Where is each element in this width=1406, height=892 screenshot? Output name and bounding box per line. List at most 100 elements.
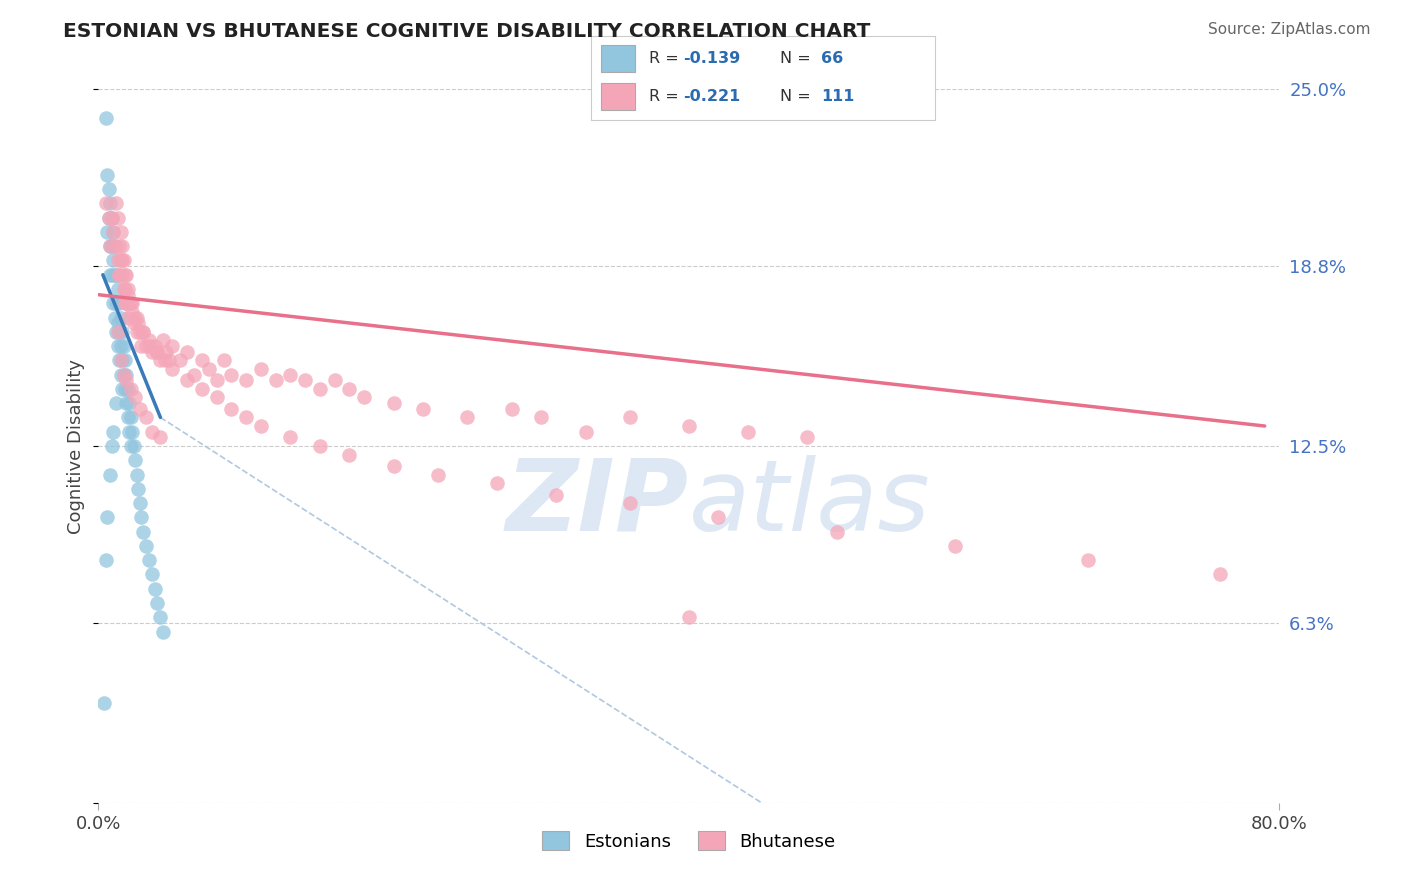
Point: [157, 353, 180, 368]
Text: 66: 66: [821, 51, 844, 66]
FancyBboxPatch shape: [600, 83, 636, 111]
Point: [121, 296, 143, 310]
Point: [93, 696, 115, 710]
Point: [125, 467, 148, 482]
Point: [128, 401, 150, 416]
Point: [98, 467, 121, 482]
Point: [183, 368, 205, 382]
Point: [1209, 567, 1232, 582]
Point: [1077, 553, 1099, 567]
Point: [110, 339, 132, 353]
Point: [132, 325, 155, 339]
Point: [111, 353, 134, 368]
Point: [129, 339, 152, 353]
Point: [146, 344, 169, 359]
Point: [110, 368, 132, 382]
Point: [108, 239, 131, 253]
Text: N =: N =: [780, 89, 815, 104]
Point: [530, 410, 553, 425]
Point: [124, 310, 146, 325]
Point: [135, 410, 157, 425]
Point: [575, 425, 598, 439]
Point: [104, 310, 127, 325]
Point: [98, 239, 121, 253]
Point: [97, 211, 120, 225]
Point: [162, 362, 183, 376]
Point: [110, 310, 132, 325]
Point: [122, 316, 145, 330]
Point: [112, 368, 135, 382]
Point: [111, 253, 134, 268]
Point: [205, 373, 228, 387]
Point: [114, 282, 136, 296]
Point: [146, 344, 169, 359]
Point: [104, 239, 127, 253]
Point: [118, 396, 141, 410]
Point: [97, 211, 120, 225]
Point: [141, 567, 163, 582]
Point: [105, 196, 128, 211]
Point: [221, 401, 243, 416]
Point: [121, 425, 143, 439]
Point: [943, 539, 966, 553]
Point: [103, 225, 125, 239]
Point: [135, 339, 157, 353]
Point: [96, 168, 118, 182]
Point: [132, 325, 155, 339]
Point: [108, 268, 131, 282]
Point: [111, 325, 134, 339]
Point: [176, 373, 198, 387]
Point: [98, 268, 121, 282]
Point: [120, 296, 142, 310]
Point: [108, 325, 131, 339]
Point: [96, 510, 118, 524]
Point: [250, 419, 273, 434]
Point: [103, 296, 125, 310]
Point: [205, 391, 228, 405]
Point: [120, 410, 142, 425]
Point: [143, 582, 166, 596]
Point: [103, 225, 125, 239]
Point: [353, 391, 375, 405]
Point: [221, 368, 243, 382]
Point: [107, 253, 129, 268]
Point: [280, 430, 302, 444]
Point: [114, 353, 136, 368]
Point: [339, 448, 361, 462]
Point: [122, 439, 145, 453]
Point: [112, 253, 135, 268]
Point: [138, 334, 160, 348]
Point: [309, 439, 332, 453]
Point: [111, 268, 134, 282]
Point: [115, 396, 138, 410]
Point: [162, 339, 183, 353]
Point: [117, 310, 139, 325]
Point: [129, 510, 152, 524]
Point: [103, 253, 125, 268]
Point: [108, 268, 131, 282]
Point: [128, 325, 150, 339]
Point: [110, 225, 132, 239]
Point: [105, 325, 128, 339]
Point: [457, 410, 479, 425]
Point: [412, 401, 434, 416]
Point: [501, 401, 523, 416]
Point: [250, 362, 273, 376]
Point: [115, 373, 138, 387]
Point: [155, 344, 177, 359]
Point: [105, 296, 128, 310]
Point: [125, 325, 148, 339]
Point: [309, 382, 332, 396]
Point: [152, 624, 174, 639]
Point: [110, 353, 132, 368]
Point: [825, 524, 848, 539]
Point: [546, 487, 568, 501]
Point: [153, 353, 176, 368]
Point: [107, 339, 129, 353]
Point: [100, 211, 122, 225]
Point: [107, 282, 129, 296]
Point: [100, 268, 122, 282]
Point: [107, 316, 129, 330]
Point: [115, 268, 138, 282]
Point: [619, 410, 641, 425]
